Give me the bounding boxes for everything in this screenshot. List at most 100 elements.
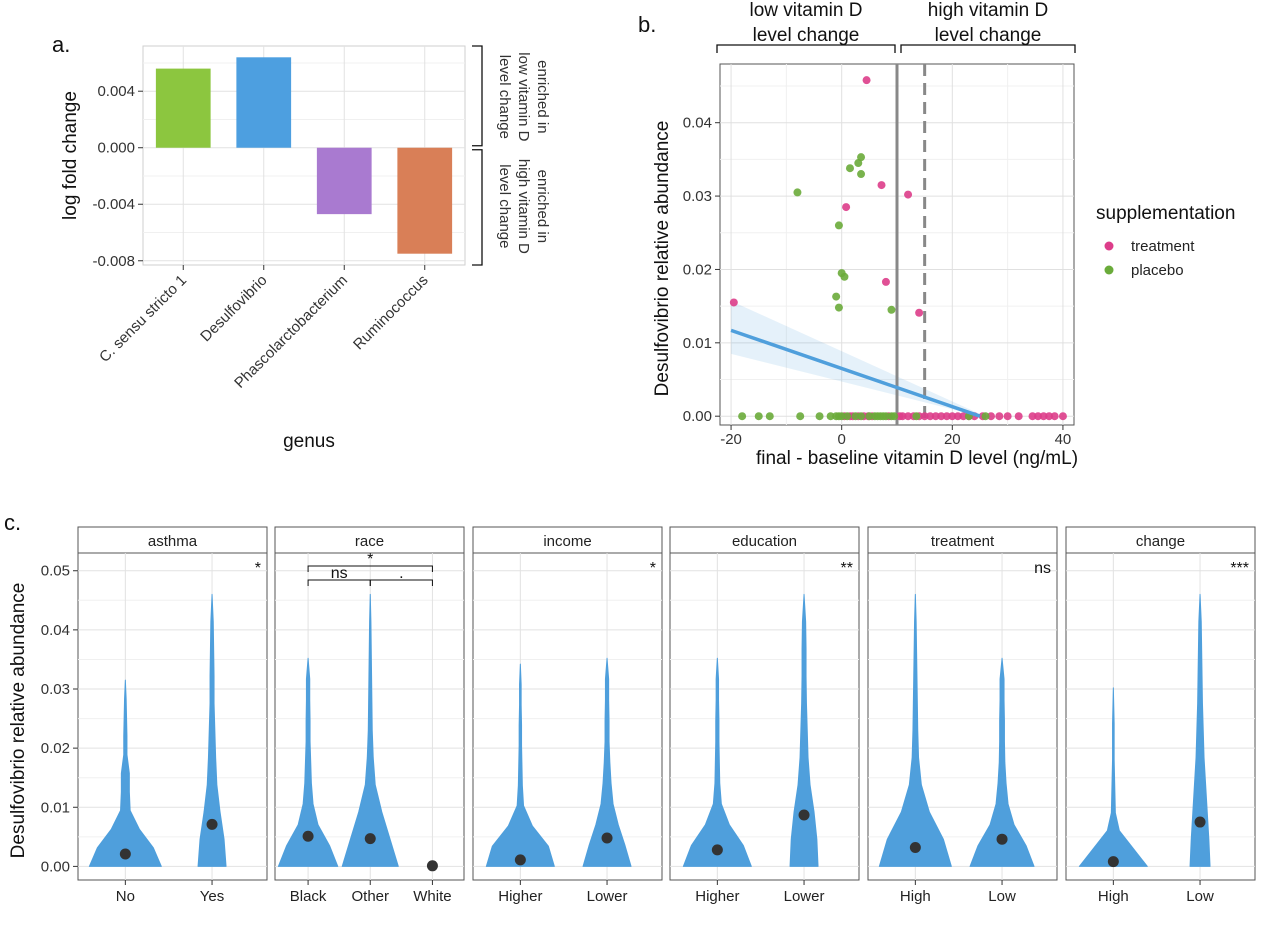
panel-label-c: c. [4,510,21,535]
point-treatment [920,412,929,421]
comparison-label: . [399,565,403,582]
x-tick-label: Yes [200,888,224,905]
mean-point [514,854,526,866]
bar-ruminococcus [397,147,453,254]
mean-point [1194,816,1206,828]
mean-point [1107,856,1119,868]
violin-high [1078,687,1148,867]
mean-point [996,833,1008,845]
point-placebo [887,305,896,314]
facet-strip [472,526,663,554]
x-tick-label: Ruminococcus [350,272,432,354]
point-treatment [1014,412,1023,421]
y-tick-label: 0.00 [41,858,70,875]
plot-area [472,552,663,881]
significance-label: * [255,560,261,577]
legend-swatch-placebo [1104,265,1114,275]
comparison-label: * [367,551,373,568]
point-treatment [898,412,907,421]
point-placebo [857,153,866,162]
violin-high [878,593,952,867]
point-treatment [862,76,871,85]
mean-point [206,818,218,830]
y-tick-label: 0.03 [683,188,712,205]
point-treatment [942,412,951,421]
legend-swatch-treatment [1104,241,1114,251]
x-tick-label: Higher [695,888,739,905]
x-tick-label: White [413,888,451,905]
point-treatment [959,412,968,421]
panel-label-b: b. [638,12,656,37]
x-tick-label: -20 [720,431,742,448]
mean-point [909,841,921,853]
mean-point [711,844,723,856]
point-treatment [987,412,996,421]
top-bracket-label: low vitamin D [750,0,863,21]
x-axis-title: genus [283,431,335,452]
point-placebo [865,412,874,421]
x-axis-title: final - baseline vitamin D level (ng/mL) [756,448,1078,469]
bracket-label-line: enriched in [534,170,551,243]
panel-label-a: a. [52,32,70,57]
top-bracket-label: level change [935,25,1042,46]
point-treatment [1058,412,1067,421]
facet-strip [669,526,860,554]
x-tick-label: No [116,888,135,905]
panel-b-scatter-plot: -20 0 20 40 0.00 0.01 0.02 0.03 0.04 final - base… [652,0,1235,469]
violin-lower [789,593,819,867]
point-placebo [912,412,921,421]
point-placebo [796,412,805,421]
point-placebo [826,412,835,421]
point-placebo [834,303,843,312]
bracket-high [472,149,483,266]
point-treatment [1028,412,1037,421]
point-placebo [840,272,849,281]
top-bracket-label: high vitamin D [928,0,1048,21]
point-placebo [793,188,802,197]
bracket-label-line: low vitamin D [515,52,532,141]
y-axis-title: log fold change [60,91,81,220]
violin-no [88,679,162,867]
bracket-label-line: level change [496,55,513,139]
y-tick-label: 0.03 [41,681,70,698]
x-tick-label: 0 [838,431,846,448]
y-tick-label: 0.01 [683,335,712,352]
violin-low [969,657,1035,867]
facet-asthma: asthma No Yes * [77,526,268,905]
top-bracket [900,44,1076,53]
panel-a-bar-chart: C. sensu stricto 1 DesulfovibrioPhascolar… [60,45,551,452]
facet-strip-label: race [355,533,384,550]
bracket-label-line: enriched in [534,60,551,133]
violin-black [277,657,339,867]
point-treatment [877,181,886,190]
point-treatment [881,277,890,286]
facet-strip-label: asthma [148,533,198,550]
y-tick-label: 0.02 [41,740,70,757]
facet-strip-label: education [732,533,797,550]
significance-label: * [650,560,656,577]
y-tick-label: 0.04 [683,115,712,132]
point-placebo [845,164,854,173]
plot-area [1065,552,1256,881]
bracket-low [472,45,483,147]
comparison-label: ns [331,565,348,582]
x-tick-label: Desulfovibrio [197,272,270,345]
facet-strip-label: treatment [931,533,995,550]
top-bracket-label: level change [753,25,860,46]
point-placebo [834,221,843,230]
comparison-bracket [369,579,433,586]
facet-change: change High Low *** [1065,526,1256,905]
point-placebo [765,412,774,421]
confidence-band [731,300,980,417]
point-treatment [1050,412,1059,421]
mean-point [302,830,314,842]
violin-higher [682,657,752,867]
significance-label: ** [841,560,853,577]
point-placebo [981,412,990,421]
legend-label-treatment: treatment [1131,238,1195,255]
x-tick-label: High [900,888,931,905]
point-placebo [851,412,860,421]
panel-c-violin-plots: 0.00 0.01 0.02 0.03 0.04 0.05 Desulfovibrio re… [8,526,1256,905]
point-treatment [948,412,957,421]
